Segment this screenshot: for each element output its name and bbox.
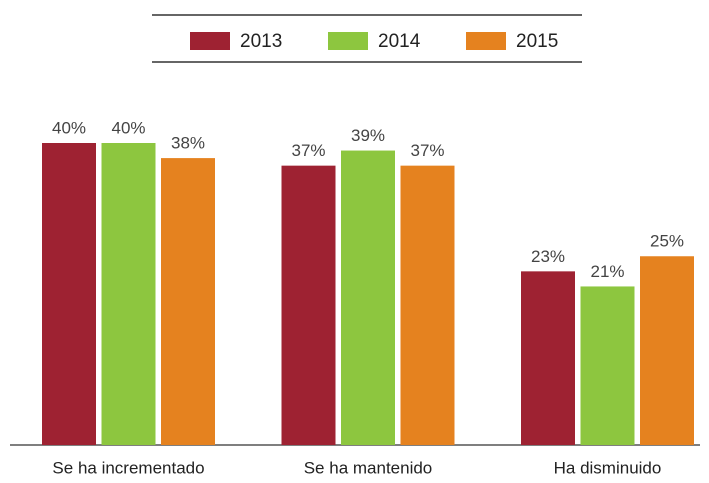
bar xyxy=(101,143,156,445)
value-label: 21% xyxy=(590,262,624,281)
x-tick-label: Se ha mantenido xyxy=(304,458,433,477)
bar xyxy=(521,271,575,445)
bar xyxy=(42,143,96,445)
bar xyxy=(400,165,455,445)
legend-label: 2014 xyxy=(378,31,421,52)
value-label: 23% xyxy=(531,247,565,266)
bar xyxy=(640,256,694,445)
bar xyxy=(161,158,215,445)
x-tick-label: Se ha incrementado xyxy=(52,458,204,477)
legend-label: 2013 xyxy=(240,31,282,52)
value-label: 40% xyxy=(52,118,86,137)
value-label: 25% xyxy=(650,232,684,251)
value-label: 40% xyxy=(111,118,145,137)
bar xyxy=(341,150,395,446)
value-label: 38% xyxy=(171,134,205,153)
legend-swatch xyxy=(328,32,368,50)
legend-swatch xyxy=(466,32,506,50)
bar xyxy=(580,286,635,445)
x-tick-label: Ha disminuido xyxy=(554,458,662,477)
value-label: 37% xyxy=(410,141,444,160)
bar xyxy=(281,165,336,445)
legend-swatch xyxy=(190,32,230,50)
value-label: 39% xyxy=(351,126,385,145)
legend-label: 2015 xyxy=(516,31,558,52)
value-label: 37% xyxy=(291,141,325,160)
